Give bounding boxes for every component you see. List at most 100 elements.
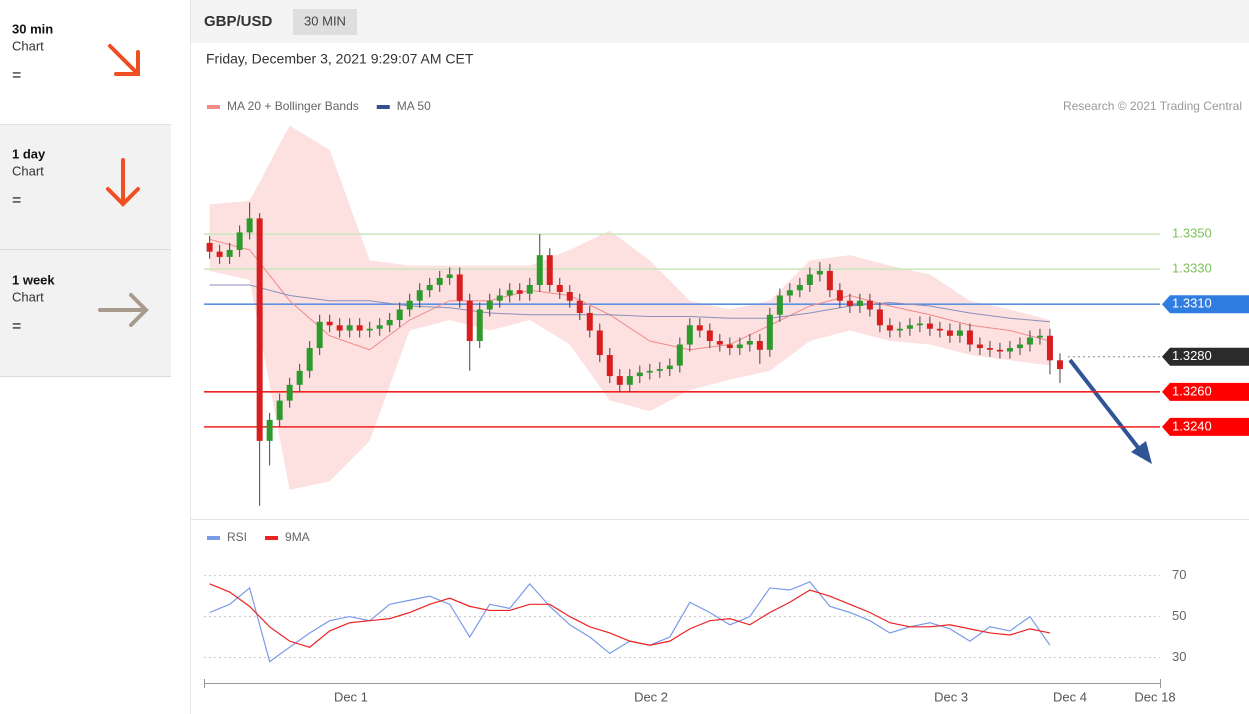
candle-body	[246, 218, 253, 233]
candle-body	[446, 274, 453, 278]
candle-body	[216, 251, 223, 257]
candle-body	[776, 295, 783, 315]
x-tick-label: Dec 1	[334, 689, 368, 704]
x-tick-label: Dec 18	[1134, 689, 1175, 704]
candle-body	[226, 249, 233, 257]
candle-body	[476, 309, 483, 342]
level-box	[1162, 295, 1249, 314]
candle-body	[716, 341, 723, 345]
candle-body	[856, 300, 863, 306]
candle-body	[746, 341, 753, 345]
interval-badge[interactable]	[293, 9, 357, 35]
rsi-line	[209, 581, 1051, 663]
candle-body	[606, 355, 613, 377]
legend-swatch	[376, 105, 390, 109]
y-tick-label: 70	[1172, 567, 1186, 582]
candle-body	[236, 232, 243, 250]
candle-body	[896, 328, 903, 331]
candle-body	[506, 290, 513, 296]
candle-body	[276, 400, 283, 420]
candle-body	[996, 349, 1003, 352]
sidebar-item-bg[interactable]	[0, 125, 171, 249]
candle-body	[266, 419, 273, 441]
trend-icon	[98, 293, 149, 327]
level-label: 1.3330	[1172, 261, 1212, 276]
candle-body	[916, 323, 923, 326]
candle-body	[466, 300, 473, 342]
candle-body	[626, 376, 633, 385]
rsi-line	[209, 583, 1051, 648]
candle-body	[766, 314, 773, 350]
candle-body	[686, 325, 693, 345]
candle-body	[326, 321, 333, 326]
candle-body	[356, 325, 363, 331]
legend-swatch	[265, 536, 279, 540]
level-label: 1.3350	[1172, 226, 1212, 241]
symbol: GBP/USD	[204, 13, 273, 30]
y-tick-label: 30	[1172, 649, 1186, 664]
candle-body	[596, 330, 603, 356]
candle-body	[846, 300, 853, 306]
candle-body	[586, 312, 593, 331]
candle-body	[256, 218, 263, 441]
candle-body	[836, 290, 843, 301]
candle-body	[646, 370, 653, 373]
candle-body	[456, 274, 463, 301]
candle-body	[1046, 335, 1053, 361]
interval[interactable]: 30 MIN	[304, 13, 346, 28]
candle-body	[666, 365, 673, 370]
candle-body	[656, 369, 663, 371]
candle-body	[286, 384, 293, 401]
candle-body	[816, 270, 823, 275]
candle-body	[936, 328, 943, 331]
level-box	[1162, 417, 1249, 436]
candle-body	[546, 255, 553, 285]
candle-body	[1016, 344, 1023, 349]
candle-body	[976, 344, 983, 349]
bollinger-band	[209, 125, 1050, 490]
candle-body	[526, 284, 533, 294]
signal: =	[12, 67, 21, 84]
period: 30 min	[12, 21, 53, 36]
trend-icon	[106, 158, 140, 207]
candle-body	[206, 242, 213, 252]
legend-label: RSI	[227, 530, 247, 544]
trend-icon	[108, 44, 140, 76]
candle-body	[1006, 348, 1013, 352]
candle-body	[956, 330, 963, 336]
signal: =	[12, 192, 21, 209]
candle-body	[876, 309, 883, 326]
candle-body	[706, 330, 713, 342]
candle-body	[426, 284, 433, 291]
sidebar-item-bg[interactable]	[0, 0, 171, 124]
x-tick-label: Dec 2	[634, 689, 668, 704]
candle-body	[416, 290, 423, 301]
candle-body	[1026, 337, 1033, 345]
candle-body	[316, 321, 323, 349]
label: Chart	[12, 38, 44, 53]
legend-label: 9MA	[285, 530, 310, 544]
moving-average	[209, 284, 1051, 323]
candle-body	[306, 348, 313, 371]
candle-body	[1056, 360, 1063, 370]
moving-average	[209, 238, 1051, 351]
x-tick-label: Dec 4	[1053, 689, 1087, 704]
candle-body	[486, 300, 493, 310]
signal: =	[12, 318, 21, 335]
candle-body	[1036, 335, 1043, 338]
candle-body	[346, 325, 353, 331]
y-tick-label: 50	[1172, 608, 1186, 623]
candle-body	[826, 270, 833, 291]
candle-body	[296, 370, 303, 385]
level-label: 1.3280	[1172, 348, 1212, 363]
label: Chart	[12, 289, 44, 304]
legend-label: MA 50	[397, 99, 431, 113]
period: 1 week	[12, 272, 55, 287]
legend-label: MA 20 + Bollinger Bands	[227, 99, 359, 113]
level-label: 1.3240	[1172, 418, 1212, 433]
candle-body	[886, 325, 893, 331]
candle-body	[926, 323, 933, 329]
candle-body	[366, 328, 373, 331]
legend-swatch	[207, 105, 220, 109]
